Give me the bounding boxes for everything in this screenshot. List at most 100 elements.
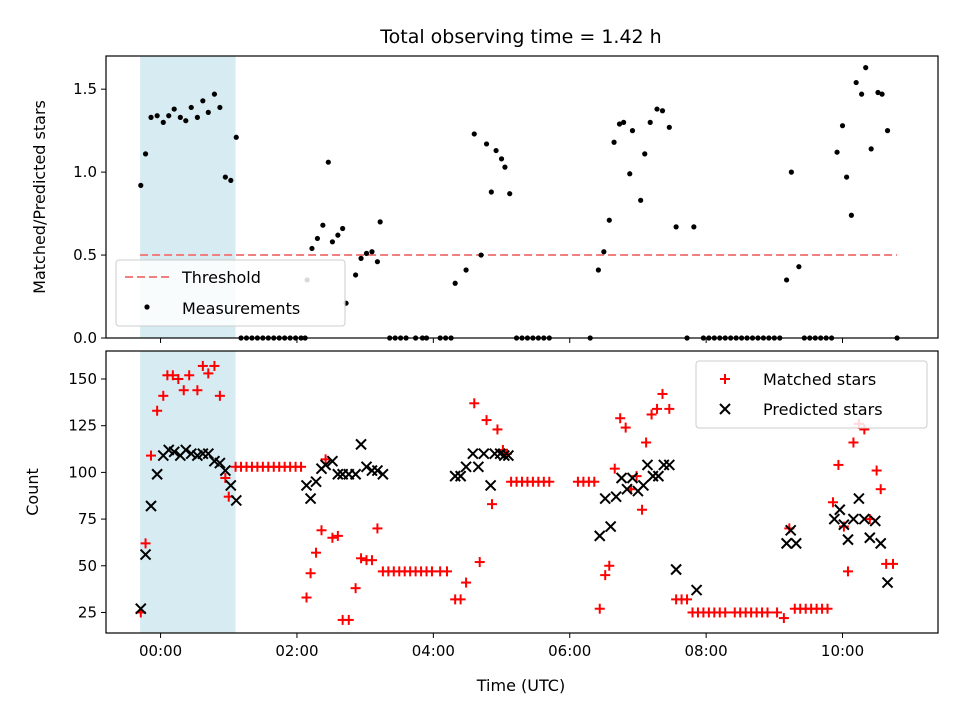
- matched-star-point: [641, 437, 652, 448]
- matched-star-point: [822, 603, 833, 614]
- predicted-star-point: [604, 520, 617, 533]
- x-tick-label: 00:00: [139, 642, 182, 660]
- top-legend-measurements-label: Measurements: [182, 299, 300, 318]
- predicted-star-point: [377, 468, 389, 480]
- matched-star-point: [637, 504, 648, 515]
- bottom-chart-x-axis-label: Time (UTC): [476, 676, 565, 695]
- matched-star-point: [197, 360, 208, 371]
- matched-star-point: [682, 594, 693, 605]
- matched-star-point: [620, 422, 631, 433]
- measurement-point: [642, 151, 648, 157]
- matched-star-point: [192, 385, 203, 396]
- matched-star-point: [316, 525, 327, 536]
- predicted-star-point: [219, 464, 232, 477]
- y-tick-label: 25: [78, 603, 97, 621]
- measurement-point: [493, 147, 499, 154]
- predicted-star-point: [230, 494, 242, 507]
- predicted-star-point: [647, 470, 659, 482]
- measurement-point: [875, 89, 881, 96]
- matched-star-point: [301, 592, 312, 603]
- measurement-point: [621, 119, 627, 125]
- matched-star-point: [720, 607, 731, 618]
- predicted-star-point: [135, 603, 147, 615]
- bottom-chart-shaded-span: [140, 351, 236, 633]
- matched-star-point: [594, 603, 605, 614]
- bottom-legend-box: [695, 360, 928, 429]
- measurement-point: [784, 277, 790, 283]
- predicted-star-point: [594, 530, 606, 542]
- measurement-point: [205, 109, 211, 115]
- predicted-star-point: [145, 500, 157, 512]
- measurement-point: [848, 212, 854, 218]
- y-tick-label: 50: [78, 557, 97, 575]
- predicted-star-point: [300, 479, 313, 492]
- matched-star-point: [167, 370, 178, 381]
- matched-star-point: [350, 583, 361, 594]
- bottom-chart-legend: Matched stars Predicted stars: [695, 360, 928, 429]
- predicted-star-point: [869, 515, 881, 527]
- y-tick-label: 75: [78, 510, 97, 528]
- measurement-point: [606, 217, 612, 223]
- measurement-point: [478, 252, 484, 258]
- matched-star-point: [474, 557, 485, 568]
- measurement-point: [863, 65, 869, 71]
- bottom-legend-matched-label: Matched stars: [763, 370, 876, 389]
- matched-star-point: [778, 613, 789, 624]
- bottom-legend-matched-swatch: [720, 374, 730, 384]
- predicted-star-point: [875, 537, 887, 550]
- matched-star-point: [481, 415, 492, 426]
- measurement-point: [868, 146, 874, 152]
- matched-star-point: [184, 370, 195, 381]
- predicted-star-point: [641, 459, 654, 471]
- matched-star-point: [203, 368, 214, 379]
- matched-star-point: [652, 403, 663, 414]
- top-chart-frame: [105, 55, 939, 339]
- matched-star-point: [366, 555, 377, 566]
- top-chart-title: Total observing time = 1.42 h: [379, 26, 661, 48]
- matched-star-point: [311, 547, 322, 558]
- matched-star-point: [871, 465, 882, 476]
- matched-star-point: [305, 568, 316, 579]
- predicted-star-point: [332, 468, 344, 480]
- x-tick-label: 10:00: [821, 642, 864, 660]
- predicted-star-point: [478, 448, 490, 460]
- matched-star-point: [152, 405, 163, 416]
- measurement-point: [647, 119, 653, 125]
- predicted-star-point: [652, 470, 665, 482]
- y-tick-label: 0.5: [73, 246, 97, 264]
- measurement-point: [177, 114, 183, 120]
- predicted-star-point: [780, 537, 793, 550]
- predicted-star-point: [663, 459, 676, 471]
- matched-star-point: [833, 459, 844, 470]
- matched-star-point: [461, 577, 472, 588]
- measurement-point: [601, 249, 607, 255]
- measurement-point: [314, 235, 321, 242]
- predicted-star-point: [502, 449, 515, 462]
- top-chart-y-ticks: 0.0 0.5 1.0 1.5: [73, 80, 106, 347]
- matched-star-point: [178, 385, 189, 396]
- predicted-star-point: [326, 455, 339, 467]
- predicted-star-point: [615, 472, 628, 484]
- measurement-point: [483, 141, 490, 147]
- predicted-star-point: [838, 518, 850, 531]
- matched-star-point: [173, 374, 184, 385]
- measurement-point: [154, 113, 160, 119]
- bottom-legend-predicted-label: Predicted stars: [763, 400, 883, 419]
- matched-star-point: [664, 403, 675, 414]
- bottom-chart-predicted-points: [135, 438, 894, 615]
- measurement-point: [228, 177, 234, 184]
- measurement-point: [666, 124, 672, 130]
- matched-star-point: [589, 476, 600, 487]
- measurement-point: [171, 106, 177, 112]
- predicted-star-point: [834, 504, 846, 516]
- matched-star-point: [320, 454, 331, 465]
- measurement-point: [654, 106, 660, 112]
- predicted-star-point: [498, 449, 510, 462]
- predicted-star-point: [637, 479, 650, 492]
- y-tick-label: 1.5: [73, 80, 97, 98]
- top-chart-panel: 0.0 0.5 1.0 1.5 Matched/Predicted stars Thr…: [30, 55, 939, 347]
- measurement-point: [627, 171, 633, 177]
- top-chart-legend: Threshold Measurements: [115, 259, 346, 327]
- measurement-point: [217, 104, 223, 111]
- matched-star-point: [486, 499, 497, 510]
